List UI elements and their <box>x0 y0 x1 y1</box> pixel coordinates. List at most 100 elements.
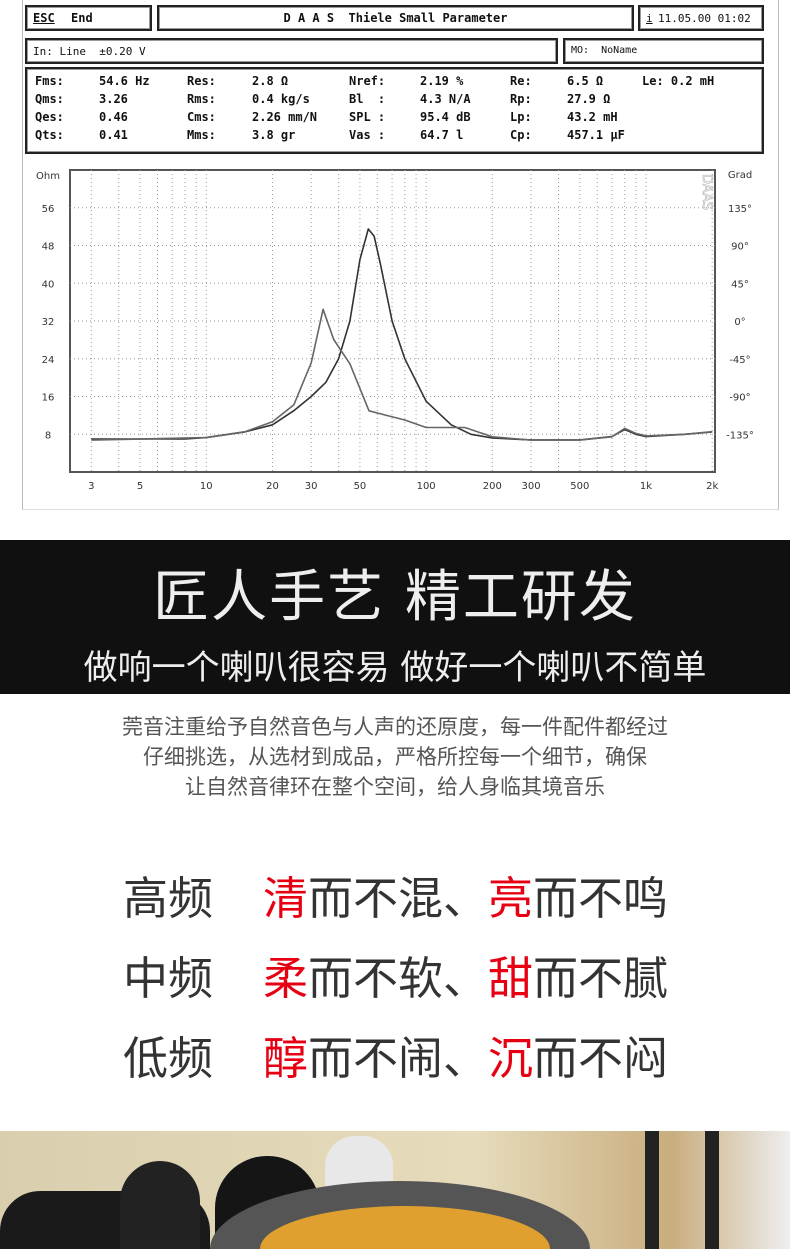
y2-tick-label: 0° <box>734 317 745 328</box>
param-value: 64.7 l <box>420 128 464 142</box>
datetime-box: i 11.05.00 01:02 <box>638 5 764 31</box>
highlight-word: 醇 <box>263 1032 309 1085</box>
x-tick-label: 2k <box>706 481 718 492</box>
x-tick-label: 3 <box>88 481 94 492</box>
phase-curve <box>91 308 713 441</box>
stand-bar <box>705 1131 719 1249</box>
frequency-band-label: 中频 <box>123 952 214 1005</box>
daas-screen-frame <box>22 0 779 510</box>
x-tick-label: 5 <box>137 481 143 492</box>
param-value: 2.26 mm/N <box>252 110 318 124</box>
x-tick-label: 30 <box>305 481 318 492</box>
description-text: 而不闹、 <box>308 1032 489 1085</box>
param-label: Mms: <box>187 128 216 142</box>
info-icon[interactable]: i <box>646 12 653 25</box>
param-label: Rms: <box>187 92 216 106</box>
stand-bar <box>645 1131 659 1249</box>
y2-tick-label: -45° <box>729 355 750 366</box>
x-tick-label: 100 <box>417 481 436 492</box>
param-label: Qes: <box>35 110 64 124</box>
param-label: Le: 0.2 mH <box>642 74 715 88</box>
param-value: 3.8 gr <box>252 128 296 142</box>
param-value: 0.41 <box>99 128 128 142</box>
highlight-word: 甜 <box>488 952 534 1005</box>
x-tick-label: 500 <box>570 481 589 492</box>
y-tick-label: 16 <box>42 393 55 404</box>
param-label: Qts: <box>35 128 64 142</box>
end-label: End <box>71 11 93 25</box>
param-label: Qms: <box>35 92 64 106</box>
y2-tick-label: 45° <box>731 279 749 290</box>
y-tick-label: 8 <box>45 430 51 441</box>
frequency-description: 清而不混、亮而不鸣 <box>263 862 668 927</box>
param-value: 3.26 <box>99 92 128 106</box>
param-value: 43.2 mH <box>567 110 618 124</box>
frequency-description: 醇而不闹、沉而不闷 <box>263 1022 668 1087</box>
y-tick-label: 56 <box>42 204 55 215</box>
frequency-band-label: 低频 <box>123 1032 214 1085</box>
param-value: 27.9 Ω <box>567 92 611 106</box>
description-text: 而不腻 <box>533 952 669 1005</box>
param-label: Res: <box>187 74 216 88</box>
description-text: 而不鸣 <box>533 872 669 925</box>
param-value: 54.6 Hz <box>99 74 150 88</box>
param-value: 2.8 Ω <box>252 74 289 88</box>
param-label: Nref: <box>349 74 386 88</box>
highlight-word: 清 <box>263 872 309 925</box>
param-value: 95.4 dB <box>420 110 471 124</box>
background-speaker <box>120 1161 200 1249</box>
banner-subtitle: 做响一个喇叭很容易 做好一个喇叭不简单 <box>83 648 707 688</box>
param-label: Re: <box>510 74 532 88</box>
y2-tick-label: -90° <box>729 393 750 404</box>
param-label: Fms: <box>35 74 64 88</box>
app-title: D A A S Thiele Small Parameter <box>283 11 508 25</box>
daas-watermark: DAAS <box>699 174 714 210</box>
highlight-word: 亮 <box>488 872 534 925</box>
memory-name: MO: NoName <box>571 45 638 56</box>
x-tick-label: 50 <box>354 481 367 492</box>
x-tick-label: 1k <box>640 481 652 492</box>
x-tick-label: 200 <box>483 481 502 492</box>
datetime: 11.05.00 01:02 <box>658 12 751 25</box>
param-value: 457.1 µF <box>567 128 625 142</box>
y-tick-label: 48 <box>42 242 55 253</box>
description-line: 仔细挑选，从选材到成品，严格所控每一个细节，确保 <box>143 745 647 769</box>
highlight-word: 沉 <box>488 1032 534 1085</box>
param-value: 6.5 Ω <box>567 74 604 88</box>
x-tick-label: 300 <box>521 481 540 492</box>
y-tick-label: 32 <box>42 317 55 328</box>
param-value: 2.19 % <box>420 74 464 88</box>
frequency-band-label: 高频 <box>123 872 214 925</box>
y-tick-label: 24 <box>42 355 55 366</box>
description-text: 而不混、 <box>308 872 489 925</box>
esc-end-button[interactable]: ESC End <box>25 5 152 31</box>
y2-tick-label: 90° <box>731 242 749 253</box>
speaker-photo <box>0 1131 790 1249</box>
banner-title: 匠人手艺 精工研发 <box>153 565 637 630</box>
param-label: Cp: <box>510 128 532 142</box>
param-label: Cms: <box>187 110 216 124</box>
param-label: SPL : <box>349 110 386 124</box>
description-line: 让自然音律环在整个空间，给人身临其境音乐 <box>185 775 605 799</box>
x-tick-label: 20 <box>266 481 279 492</box>
param-label: Bl : <box>349 92 386 106</box>
param-label: Lp: <box>510 110 532 124</box>
param-label: Vas : <box>349 128 386 142</box>
description-text: 而不软、 <box>308 952 489 1005</box>
input-box: In: Line ±0.20 V <box>25 38 558 64</box>
param-value: 4.3 N/A <box>420 92 471 106</box>
y-tick-label: 40 <box>42 279 55 290</box>
description: 莞音注重给予自然音色与人声的还原度，每一件配件都经过 仔细挑选，从选材到成品，严… <box>0 712 790 802</box>
highlight-word: 柔 <box>263 952 309 1005</box>
parameters-box: Fms: 54.6 Hz Res: 2.8 Ω Nref: 2.19 % Re: 6.5 Ω L… <box>25 67 764 154</box>
description-text: 而不闷 <box>533 1032 669 1085</box>
y-axis-label: Ohm <box>36 171 60 182</box>
description-line: 莞音注重给予自然音色与人声的还原度，每一件配件都经过 <box>122 715 668 739</box>
param-value: 0.4 kg/s <box>252 92 310 106</box>
esc-label: ESC <box>33 11 55 25</box>
frequency-description: 柔而不软、甜而不腻 <box>263 942 668 1007</box>
impedance-chart: 3 5 10 20 30 50 100 200 300 500 1k 2k 8 16 24 32 40 48 56 -… <box>36 169 754 492</box>
memory-box[interactable]: MO: NoName <box>563 38 764 64</box>
x-tick-label: 10 <box>200 481 213 492</box>
y2-axis-label: Grad <box>728 170 752 181</box>
